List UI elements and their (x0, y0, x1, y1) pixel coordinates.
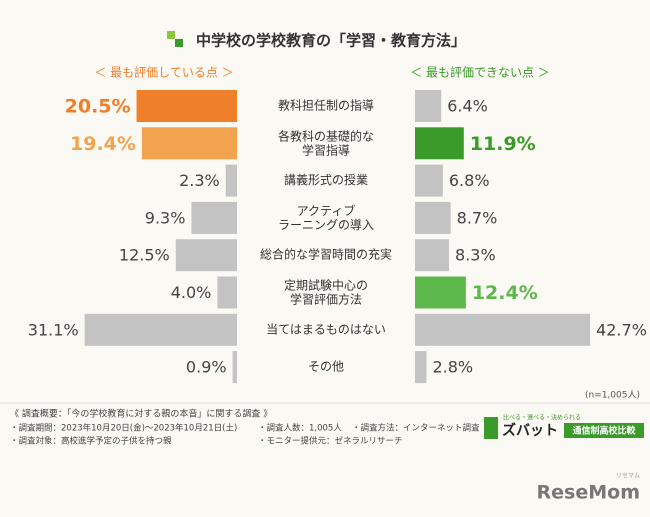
category-label: 総合的な学習時間の充実 (260, 247, 392, 262)
value-label: 6.4% (447, 97, 488, 116)
title-icon (167, 31, 175, 39)
footer-line: ・モニター提供元：ゼネラルリサーチ (258, 436, 403, 447)
category-label: 各教科の基礎的な学習指導 (278, 128, 374, 157)
category-label: 教科担任制の指導 (278, 98, 374, 113)
bar (415, 351, 427, 384)
category-label: 講義形式の授業 (284, 172, 368, 187)
footer-heading: 《 調査概要：「今の学校教育に対する親の本音」に関する調査 》 (10, 408, 272, 420)
footer-line: ・調査期間：2023年10月20日(金)～2023年10月21日(土) (10, 423, 237, 434)
value-label: 8.3% (455, 246, 496, 265)
footer-line: ・調査人数：1,005人 (258, 423, 342, 434)
brand: ReseMom (537, 482, 640, 504)
value-label: 11.9% (470, 133, 536, 155)
logo-name: ズバット (502, 422, 558, 439)
legend-right: ＜ 最も評価できない点 ＞ (410, 65, 550, 80)
category-label: 定期試験中心の学習評価方法 (284, 277, 368, 306)
bar (415, 201, 451, 234)
bar (175, 239, 237, 272)
bar (141, 127, 237, 160)
value-label: 9.3% (145, 208, 186, 227)
value-label: 2.3% (179, 171, 220, 190)
logo-badge: 通信制高校比較 (572, 425, 636, 437)
bar (217, 276, 237, 309)
value-label: 4.0% (171, 283, 212, 302)
brand-kana: リセマム (616, 473, 640, 480)
category-label: アクティブラーニングの導入 (278, 202, 374, 231)
value-label: 12.4% (472, 282, 538, 304)
chart-title: 中学校の学校教育の「学習・教育方法」 (196, 32, 466, 50)
logo-tagline: 比べる・選べる・決められる (503, 414, 581, 422)
bar (415, 239, 450, 272)
value-label: 19.4% (70, 133, 136, 155)
category-label: その他 (308, 360, 344, 374)
value-label: 8.7% (457, 208, 498, 227)
footer-line: ・調査方法：インターネット調査 (352, 423, 480, 434)
bar (136, 90, 237, 122)
value-label: 20.5% (65, 96, 131, 118)
footer-line: ・調査対象：高校進学予定の子供を持つ親 (10, 436, 172, 447)
bar (415, 127, 464, 160)
logo-badge-bg (564, 423, 644, 438)
bar (225, 164, 237, 197)
note: (n=1,005人) (585, 390, 640, 401)
bar (415, 276, 466, 309)
bar (191, 201, 237, 234)
bar (415, 313, 591, 346)
value-label: 2.8% (432, 358, 473, 377)
category-label: 当てはまるものはない (266, 322, 386, 336)
legend-left: ＜ 最も評価している点 ＞ (94, 65, 233, 80)
title-icon (175, 39, 183, 47)
bar (232, 351, 237, 384)
value-label: 42.7% (596, 320, 647, 339)
bar (84, 313, 237, 346)
value-label: 0.9% (186, 358, 227, 377)
logo-icon (484, 417, 498, 439)
value-label: 12.5% (119, 246, 170, 265)
value-label: 6.8% (449, 171, 490, 190)
value-label: 31.1% (28, 320, 79, 339)
bar (415, 90, 442, 122)
bar (415, 164, 443, 197)
